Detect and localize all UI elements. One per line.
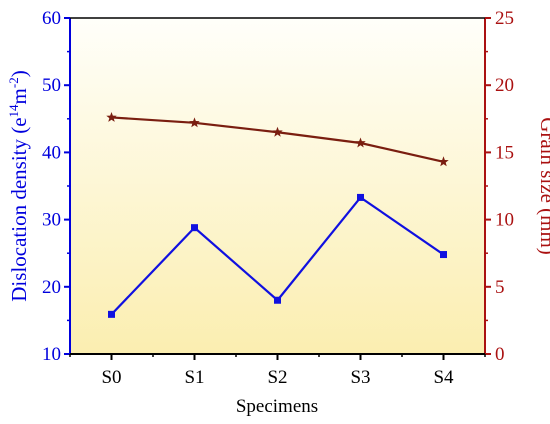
right-tick-label: 15 — [495, 142, 514, 163]
right-tick-label: 20 — [495, 75, 514, 96]
x-tick-label: S0 — [101, 367, 121, 388]
right-tick-label: 10 — [495, 210, 514, 231]
x-tick-label: S1 — [184, 367, 204, 388]
left-tick-label: 60 — [42, 8, 61, 29]
left-axis-title: Dislocation density (e14m-2) — [6, 70, 31, 301]
left-tick-label: 10 — [42, 344, 61, 365]
left-tick-label: 30 — [42, 210, 61, 231]
x-tick-label: S3 — [350, 367, 370, 388]
data-point-square — [108, 310, 115, 318]
x-tick-label: S2 — [267, 367, 287, 388]
data-point-square — [191, 224, 198, 232]
data-point-square — [440, 251, 447, 259]
x-axis-title: Specimens — [236, 396, 318, 417]
data-point-star — [272, 126, 283, 137]
x-tick-label: S4 — [433, 367, 454, 388]
right-tick-label: 5 — [495, 277, 505, 298]
data-point-square — [357, 193, 364, 201]
right-axis-title: Grain size (mm) — [536, 117, 550, 255]
left-tick-label: 40 — [42, 142, 61, 163]
data-point-star — [438, 156, 449, 167]
left-tick-label: 20 — [42, 277, 61, 298]
right-tick-label: 0 — [495, 344, 505, 365]
data-point-star — [106, 111, 117, 122]
data-point-square — [274, 296, 281, 304]
data-point-star — [189, 117, 200, 128]
data-point-star — [355, 137, 366, 148]
right-tick-label: 25 — [495, 8, 514, 29]
left-tick-label: 50 — [42, 75, 61, 96]
